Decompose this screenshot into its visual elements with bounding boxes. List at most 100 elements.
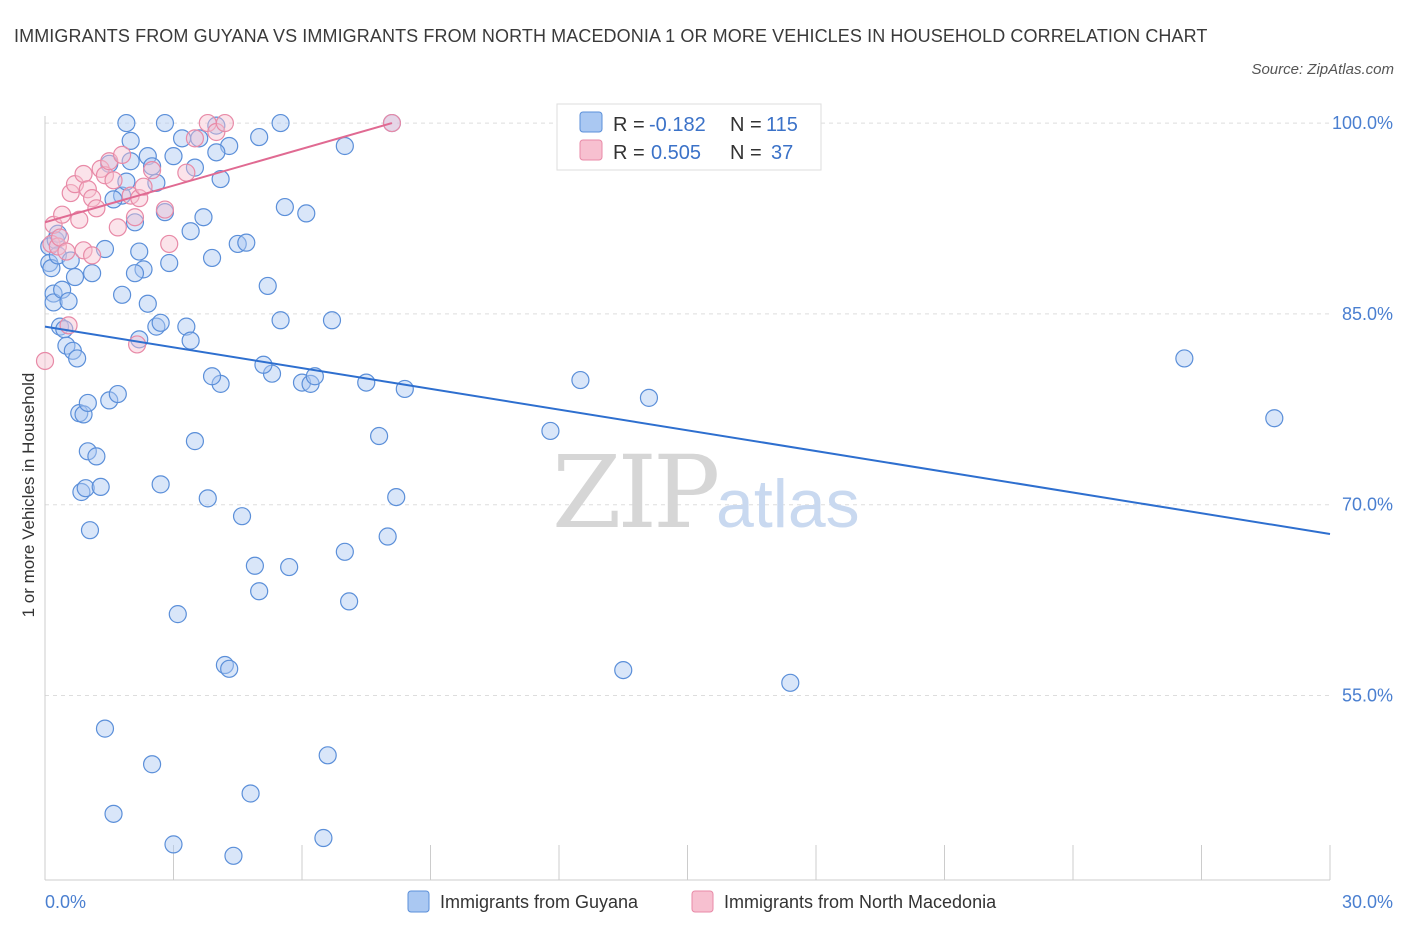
data-point xyxy=(194,208,213,227)
data-point xyxy=(95,166,115,185)
top-legend: R = -0.182 N = 115 R = 0.505 N = 37 xyxy=(556,103,822,171)
data-point xyxy=(142,157,162,176)
data-point xyxy=(280,557,299,577)
legend-r-label-2: R = xyxy=(613,142,645,164)
legend-n-value-2: 37 xyxy=(771,142,793,164)
data-point xyxy=(44,293,63,312)
y-axis-label: 1 or more Vehicles in Household xyxy=(19,373,38,618)
data-point xyxy=(127,335,147,354)
watermark-atlas: atlas xyxy=(716,466,860,542)
data-point xyxy=(134,260,153,279)
data-point xyxy=(215,113,234,133)
bottom-legend-label-guyana: Immigrants from Guyana xyxy=(440,892,639,912)
data-point xyxy=(48,237,67,256)
axes xyxy=(44,116,1331,881)
data-point xyxy=(76,479,95,498)
bottom-legend-swatch-guyana xyxy=(407,890,430,913)
guyana-trendline xyxy=(44,325,1331,535)
legend-swatch-north-macedonia xyxy=(579,139,603,161)
data-point xyxy=(117,172,136,191)
grid xyxy=(45,122,1330,697)
data-point xyxy=(112,285,132,304)
data-point xyxy=(275,197,294,217)
legend-n-value-1: 115 xyxy=(766,114,798,136)
data-point xyxy=(61,183,80,203)
data-point xyxy=(61,251,80,270)
chart-title: IMMIGRANTS FROM GUYANA VS IMMIGRANTS FRO… xyxy=(14,26,1208,46)
data-point xyxy=(134,177,153,196)
data-point xyxy=(314,828,333,848)
data-point xyxy=(258,276,277,296)
data-point xyxy=(151,475,170,494)
data-point xyxy=(155,200,175,219)
data-point xyxy=(387,487,406,507)
data-point xyxy=(104,171,123,190)
data-point xyxy=(172,129,192,148)
data-point xyxy=(271,113,290,133)
north-macedonia-trendline xyxy=(44,122,393,224)
data-point xyxy=(74,164,93,184)
data-point xyxy=(185,129,205,148)
y-tick-labels: 100.0% 85.0% 70.0% 55.0% xyxy=(1332,113,1393,705)
data-point xyxy=(74,241,93,260)
x-tick-label: 30.0% xyxy=(1342,892,1393,912)
data-point xyxy=(83,189,102,208)
data-point xyxy=(211,169,230,189)
data-point xyxy=(781,673,800,692)
data-point xyxy=(254,355,273,374)
data-point xyxy=(168,605,187,624)
legend-swatch-guyana xyxy=(579,111,603,133)
legend-n-label-1: N = xyxy=(730,114,762,136)
data-point xyxy=(130,242,149,261)
data-point xyxy=(571,370,590,390)
data-point xyxy=(155,113,175,133)
data-point xyxy=(108,384,127,404)
x-tick-labels: 0.0% 30.0% xyxy=(45,892,1393,912)
data-point xyxy=(117,113,136,133)
data-point xyxy=(138,147,157,166)
data-point xyxy=(57,242,76,261)
data-point xyxy=(177,163,196,182)
data-point xyxy=(164,147,183,166)
data-point xyxy=(65,267,85,287)
data-point xyxy=(250,127,269,147)
y-tick-label: 100.0% xyxy=(1332,113,1393,133)
data-point xyxy=(297,204,316,223)
data-point xyxy=(125,208,145,227)
data-point xyxy=(181,222,200,241)
data-point xyxy=(185,158,205,177)
data-point xyxy=(335,542,354,561)
data-point xyxy=(340,592,359,611)
data-point xyxy=(78,180,97,199)
data-point xyxy=(335,136,354,156)
data-point xyxy=(121,131,140,150)
data-point xyxy=(250,582,269,601)
data-point xyxy=(245,556,264,575)
data-point xyxy=(91,477,110,497)
data-point xyxy=(614,660,633,680)
x-tick-label: 0.0% xyxy=(45,892,86,912)
watermark-zip: ZIP xyxy=(552,434,717,551)
data-point xyxy=(138,294,157,313)
data-point xyxy=(232,507,252,526)
data-point xyxy=(185,432,205,451)
data-point xyxy=(151,313,170,332)
data-point xyxy=(220,659,239,678)
data-point xyxy=(160,253,179,273)
data-point xyxy=(83,264,102,283)
data-point xyxy=(198,489,217,508)
data-point xyxy=(70,210,89,229)
data-point xyxy=(224,846,243,865)
data-point xyxy=(142,161,162,180)
data-point xyxy=(125,213,145,232)
data-point xyxy=(112,145,132,164)
data-point xyxy=(53,280,72,299)
source-label: Source: ZipAtlas.com xyxy=(1251,61,1394,78)
data-point xyxy=(207,143,226,162)
data-point xyxy=(95,719,115,738)
data-point xyxy=(318,746,337,765)
data-point xyxy=(164,835,183,854)
data-point xyxy=(322,311,342,330)
data-point xyxy=(370,426,389,446)
data-point xyxy=(202,367,222,386)
